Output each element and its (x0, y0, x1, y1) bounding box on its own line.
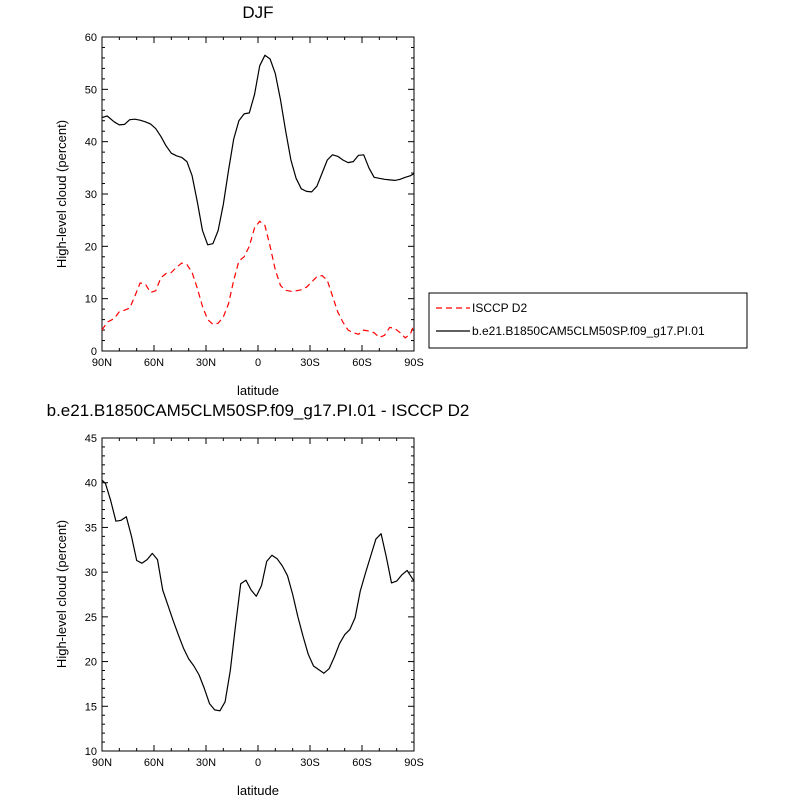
top-plot-area: 90N 60N 30N 0 30S 60S 90S 0 10 20 30 40 50 60 (85, 32, 424, 369)
top-y-tick-label: 50 (85, 84, 97, 96)
bottom-y-tick-label: 30 (85, 567, 97, 579)
top-y-tick-label: 60 (85, 32, 97, 44)
top-y-tick-label: 10 (85, 294, 97, 306)
bottom-x-axis-label: latitude (237, 783, 279, 798)
bottom-x-tick-label: 30N (196, 757, 216, 769)
bottom-x-tick-label: 30S (300, 757, 320, 769)
bottom-x-tick-label: 60N (144, 757, 164, 769)
bottom-series-line-1 (101, 479, 415, 712)
bottom-plot-area: 90N 60N 30N 0 30S 60S 90S 10 15 20 25 30 35 40 45 (85, 433, 424, 769)
bottom-y-axis-label: High-level cloud (percent) (54, 520, 69, 668)
top-y-tick-label: 40 (85, 137, 97, 149)
top-chart-title: DJF (242, 3, 273, 22)
top-panel: DJF 90N 60N 30N 0 30S 60S 90S 0 10 20 30 40 50 60 lat… (54, 3, 748, 398)
bottom-x-tick-label: 60S (352, 757, 372, 769)
top-x-tick-label: 30S (300, 357, 320, 369)
top-x-tick-label: 0 (255, 357, 261, 369)
legend-label-model: b.e21.B1850CAM5CLM50SP.f09_g17.PI.01 (472, 324, 705, 338)
bottom-y-tick-label: 35 (85, 522, 97, 534)
bottom-y-tick-label: 40 (85, 478, 97, 490)
bottom-panel: b.e21.B1850CAM5CLM50SP.f09_g17.PI.01 - I… (47, 401, 470, 798)
top-plot-frame (101, 36, 415, 352)
top-x-tick-label: 30N (196, 357, 216, 369)
top-y-axis-label: High-level cloud (percent) (54, 120, 69, 268)
top-series-line-1 (101, 220, 415, 339)
bottom-chart-title: b.e21.B1850CAM5CLM50SP.f09_g17.PI.01 - I… (47, 401, 470, 420)
bottom-x-tick-label: 90S (404, 757, 424, 769)
legend-box (428, 292, 748, 349)
top-series-line-2 (101, 54, 415, 246)
top-x-tick-label: 60N (144, 357, 164, 369)
legend-label-isccp: ISCCP D2 (472, 301, 527, 315)
bottom-x-tick-label: 90N (92, 757, 112, 769)
top-x-tick-label: 90N (92, 357, 112, 369)
top-x-tick-label: 60S (352, 357, 372, 369)
top-y-tick-label: 30 (85, 189, 97, 201)
bottom-y-tick-label: 25 (85, 612, 97, 624)
bottom-y-tick-label: 20 (85, 657, 97, 669)
bottom-y-tick-label: 10 (85, 746, 97, 758)
top-y-tick-label: 20 (85, 241, 97, 253)
bottom-y-tick-label: 45 (85, 433, 97, 445)
top-legend: ISCCP D2 b.e21.B1850CAM5CLM50SP.f09_g17.… (428, 292, 748, 349)
top-x-axis-label: latitude (237, 383, 279, 398)
bottom-x-tick-label: 0 (255, 757, 261, 769)
top-y-tick-label: 0 (91, 346, 97, 358)
bottom-y-tick-label: 15 (85, 701, 97, 713)
bottom-plot-frame (101, 437, 415, 752)
top-x-tick-label: 90S (404, 357, 424, 369)
